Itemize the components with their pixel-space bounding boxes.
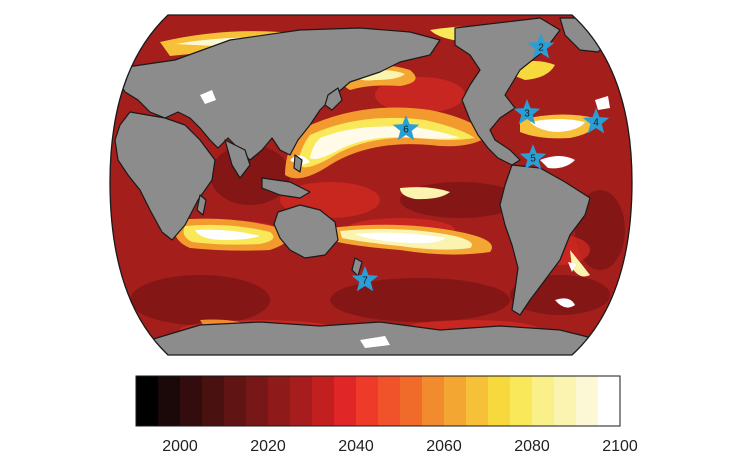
station-marker-7: 7 (351, 266, 379, 292)
colorbar-swatch (378, 376, 401, 426)
land-africa (114, 111, 216, 241)
colorbar-tick-labels: 2000 2020 2040 2060 2080 2100 (0, 438, 740, 462)
station-marker-label: 2 (538, 43, 544, 54)
colorbar-swatch (400, 376, 423, 426)
colorbar-tick-label: 2040 (338, 438, 374, 455)
star-icon (582, 108, 610, 134)
colorbar-swatch (246, 376, 269, 426)
colorbar-tick-label: 2000 (162, 438, 198, 455)
land-australia (273, 204, 339, 259)
station-marker-5: 5 (519, 144, 547, 170)
station-marker-4: 4 (582, 108, 610, 134)
colorbar-swatch (224, 376, 247, 426)
colorbar-swatch (598, 376, 621, 426)
colorbar-swatch (510, 376, 533, 426)
colorbar-swatch (158, 376, 181, 426)
star-icon (527, 33, 555, 59)
colorbar-swatch (202, 376, 225, 426)
colorbar-swatch (422, 376, 445, 426)
star-icon (513, 99, 541, 125)
star-icon (519, 144, 547, 170)
colorbar-swatch (180, 376, 203, 426)
colorbar-swatch (334, 376, 357, 426)
colorbar-swatch (488, 376, 511, 426)
colorbar (135, 375, 621, 427)
colorbar-swatch (444, 376, 467, 426)
colorbar-swatch (290, 376, 313, 426)
colorbar-swatch (268, 376, 291, 426)
colorbar-swatch (312, 376, 335, 426)
station-marker-label: 3 (524, 109, 530, 120)
station-markers: 2 3 4 5 6 7 (351, 33, 610, 292)
colorbar-swatch (136, 376, 159, 426)
land-south-america (499, 164, 591, 316)
station-marker-label: 6 (403, 125, 409, 136)
colorbar-swatch (554, 376, 577, 426)
colorbar-tick-label: 2080 (514, 438, 550, 455)
star-icon (351, 266, 379, 292)
station-marker-label: 7 (362, 276, 368, 287)
map-outline (109, 14, 633, 356)
land-madagascar (196, 194, 207, 216)
colorbar-border (135, 375, 621, 427)
colorbar-swatch (576, 376, 599, 426)
station-marker-3: 3 (513, 99, 541, 125)
station-marker-label: 4 (593, 118, 599, 129)
land-japan (324, 87, 343, 111)
colorbar-swatch (466, 376, 489, 426)
colorbar-swatch (356, 376, 379, 426)
colorbar-tick-label: 2100 (602, 438, 638, 455)
land-india (224, 139, 251, 179)
land-philippines (293, 154, 303, 173)
sea-ice-patches (200, 90, 610, 348)
colorbar-tick-label: 2020 (250, 438, 286, 455)
colorbar-swatch (532, 376, 555, 426)
land-eurasia (117, 27, 441, 161)
colorbar-tick-label: 2060 (426, 438, 462, 455)
station-marker-label: 5 (530, 154, 536, 165)
star-icon (392, 115, 420, 141)
station-marker-2: 2 (527, 33, 555, 59)
station-marker-6: 6 (392, 115, 420, 141)
land-indonesia (261, 177, 311, 199)
